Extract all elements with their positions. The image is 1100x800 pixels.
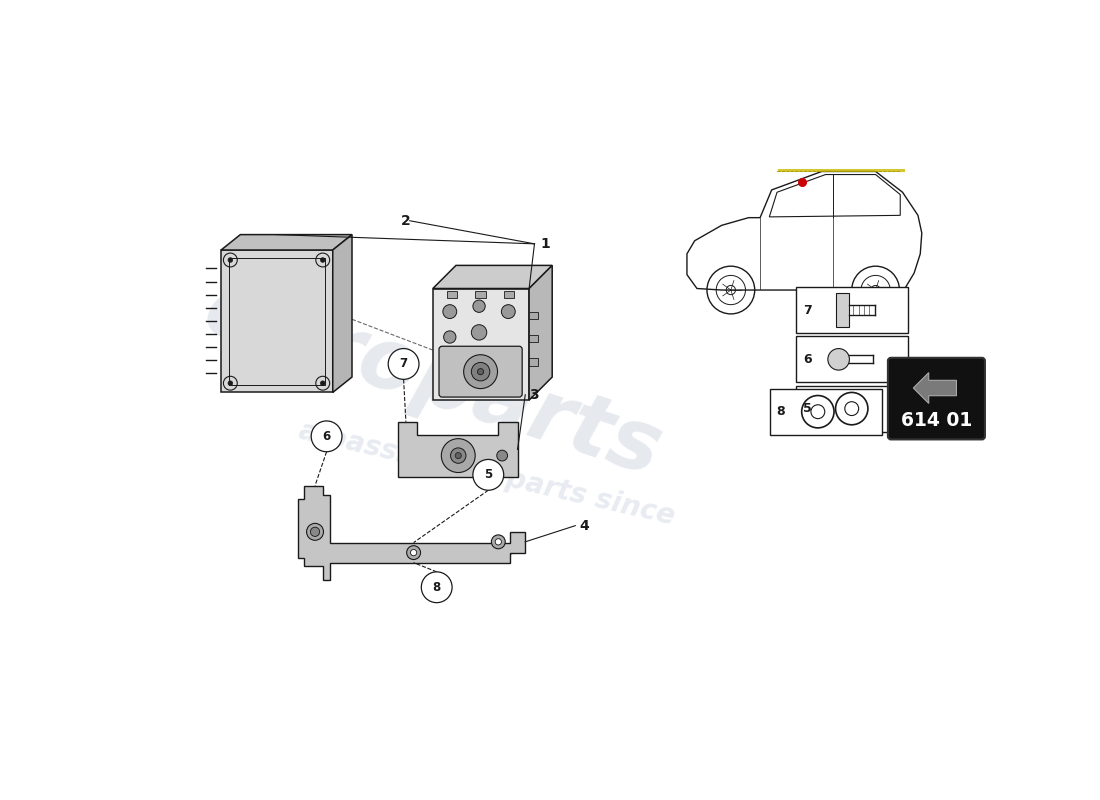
FancyBboxPatch shape (888, 358, 984, 439)
Circle shape (388, 349, 419, 379)
Circle shape (228, 258, 232, 262)
Circle shape (228, 381, 232, 386)
Circle shape (311, 528, 319, 536)
Circle shape (845, 402, 859, 415)
Circle shape (495, 538, 502, 545)
FancyBboxPatch shape (770, 389, 882, 435)
Text: 7: 7 (803, 303, 812, 317)
Text: 6: 6 (322, 430, 331, 443)
Text: 8: 8 (432, 581, 441, 594)
FancyBboxPatch shape (475, 291, 486, 298)
FancyBboxPatch shape (529, 311, 538, 319)
Text: 3: 3 (529, 388, 539, 402)
Circle shape (497, 450, 507, 461)
FancyBboxPatch shape (836, 293, 849, 327)
Circle shape (310, 527, 320, 537)
Circle shape (811, 405, 825, 418)
Circle shape (320, 381, 326, 386)
Circle shape (477, 369, 484, 374)
Circle shape (492, 535, 505, 549)
Text: 4: 4 (580, 518, 588, 533)
Circle shape (443, 305, 456, 318)
Circle shape (473, 300, 485, 312)
Circle shape (471, 362, 490, 381)
Text: europarts: europarts (194, 268, 672, 494)
Circle shape (471, 325, 486, 340)
Polygon shape (332, 234, 352, 393)
Text: 8: 8 (777, 405, 785, 418)
FancyBboxPatch shape (447, 291, 458, 298)
Circle shape (464, 354, 497, 389)
Circle shape (443, 331, 456, 343)
Circle shape (407, 546, 420, 559)
Text: 7: 7 (399, 358, 408, 370)
Polygon shape (221, 250, 332, 393)
Circle shape (421, 572, 452, 602)
FancyBboxPatch shape (529, 358, 538, 366)
Circle shape (307, 523, 323, 540)
Circle shape (320, 258, 326, 262)
Circle shape (473, 459, 504, 490)
Polygon shape (298, 486, 526, 579)
Circle shape (502, 305, 515, 318)
Circle shape (828, 349, 849, 370)
Circle shape (311, 421, 342, 452)
Polygon shape (432, 289, 529, 400)
Text: 1: 1 (541, 237, 550, 251)
Polygon shape (398, 422, 517, 477)
Circle shape (451, 448, 466, 463)
FancyBboxPatch shape (529, 334, 538, 342)
Polygon shape (913, 373, 956, 403)
Text: 2: 2 (400, 214, 410, 228)
Text: a passion for parts since: a passion for parts since (296, 416, 678, 530)
Text: 5: 5 (803, 402, 812, 415)
Circle shape (410, 550, 417, 556)
FancyBboxPatch shape (796, 336, 908, 382)
Text: 6: 6 (803, 353, 812, 366)
FancyBboxPatch shape (504, 291, 515, 298)
FancyBboxPatch shape (796, 386, 908, 432)
FancyBboxPatch shape (439, 346, 522, 397)
Polygon shape (529, 266, 552, 400)
Polygon shape (432, 266, 552, 289)
Circle shape (455, 453, 461, 458)
Circle shape (441, 438, 475, 473)
Text: 5: 5 (484, 468, 493, 482)
Text: 614 01: 614 01 (901, 411, 972, 430)
FancyBboxPatch shape (796, 287, 908, 333)
Polygon shape (221, 234, 352, 250)
